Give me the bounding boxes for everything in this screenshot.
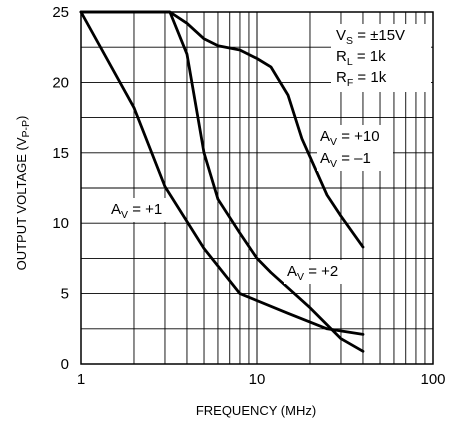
label-av-plus1: AV = +1 <box>111 201 162 221</box>
y-tick-label: 0 <box>61 356 69 373</box>
y-tick-label: 20 <box>52 74 69 91</box>
label-av2-bg <box>284 260 348 284</box>
y-tick-label: 5 <box>61 286 69 303</box>
label-av-plus2: AV = +2 <box>287 263 338 283</box>
label-av10-bg <box>317 125 393 171</box>
tick-labels: 1 10 100 0 5 10 15 20 25 <box>52 4 445 388</box>
series-group <box>79 10 365 353</box>
label-av-minus1: AV = –1 <box>320 150 371 170</box>
label-av-plus10: AV = +10 <box>320 128 380 148</box>
series-line-3 <box>79 10 365 249</box>
y-tick-label: 10 <box>52 215 69 232</box>
y-axis-label-main: OUTPUT VOLTAGE (V <box>14 137 29 270</box>
label-av1-bg <box>108 198 168 222</box>
condition-vs: VS = ±15V <box>336 27 405 47</box>
y-tick-label: 25 <box>52 4 69 21</box>
y-tick-label: 15 <box>52 145 69 162</box>
condition-rf: RF = 1k <box>336 69 387 89</box>
x-tick-label: 1 <box>77 371 85 388</box>
condition-rl: RL = 1k <box>336 48 386 68</box>
series-line-1 <box>79 10 365 336</box>
y-axis-label: OUTPUT VOLTAGE (VP-P) <box>14 116 32 271</box>
x-tick-label: 10 <box>249 371 266 388</box>
x-axis-label: FREQUENCY (MHz) <box>196 403 316 418</box>
series-line-2 <box>79 10 365 353</box>
plot-frame <box>80 11 434 365</box>
x-tick-label: 100 <box>420 371 445 388</box>
conditions-box-bg <box>331 24 431 92</box>
y-axis-label-close: ) <box>14 116 29 120</box>
y-axis-label-sub: P-P <box>20 120 32 138</box>
